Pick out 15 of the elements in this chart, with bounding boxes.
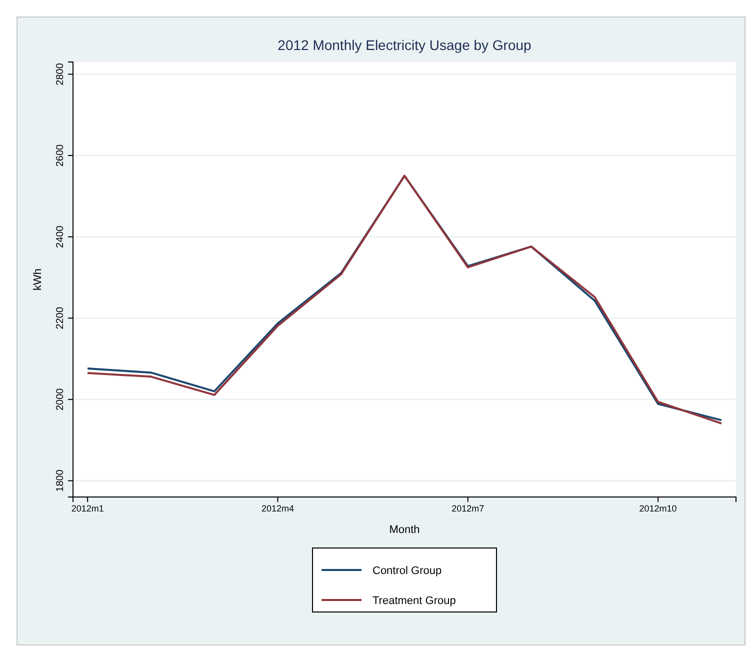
chart-title: 2012 Monthly Electricity Usage by Group	[278, 37, 532, 53]
y-axis-title: kWh	[32, 268, 44, 290]
y-tick-label: 2600	[55, 144, 66, 167]
y-tick-label: 2200	[55, 306, 66, 330]
x-tick-label: 2012m4	[261, 503, 294, 514]
x-tick-label: 2012m10	[639, 503, 677, 514]
legend-label: Control Group	[372, 565, 442, 577]
x-axis-title: Month	[389, 524, 420, 536]
y-tick-label: 1800	[55, 469, 66, 492]
y-tick-label: 2400	[55, 225, 66, 248]
legend-label: Treatment Group	[372, 595, 456, 607]
y-tick-label: 2800	[55, 62, 66, 86]
y-tick-label: 2000	[55, 388, 66, 411]
x-tick-label: 2012m7	[452, 503, 484, 514]
x-tick-label: 2012m1	[71, 503, 104, 514]
